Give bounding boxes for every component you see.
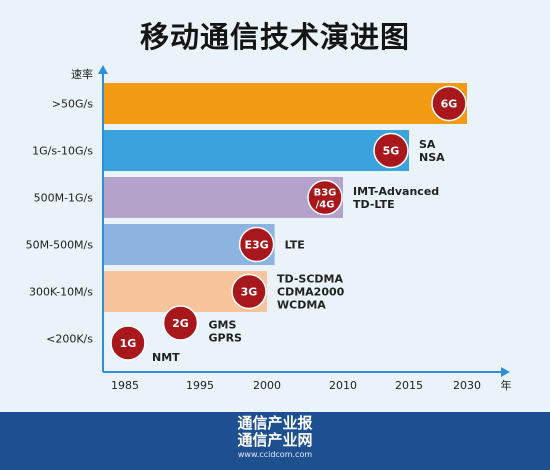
x-axis-label: 年	[501, 378, 512, 392]
generation-2g-label: 2G	[172, 317, 189, 330]
x-tick-label: 2000	[253, 379, 281, 392]
generation-b3g-4g-note: IMT-Advanced	[353, 185, 439, 198]
y-category-label: >50G/s	[52, 98, 93, 111]
generation-5g-note: NSA	[419, 151, 445, 164]
y-category-label: <200K/s	[46, 333, 93, 346]
bar-5g	[104, 130, 409, 171]
generation-e3g-note: LTE	[285, 239, 305, 252]
generation-3g-note: WCDMA	[277, 299, 326, 312]
x-axis-arrow	[501, 367, 510, 377]
x-tick-label: 1995	[186, 379, 214, 392]
generation-1g-label: 1G	[120, 337, 137, 350]
generation-5g-note: SA	[419, 138, 436, 151]
generation-5g-circle	[373, 132, 409, 169]
generation-e3g-circle	[238, 226, 275, 263]
generation-6g-circle	[431, 85, 467, 122]
bar-6g	[104, 83, 467, 124]
x-tick-label: 2010	[329, 379, 357, 392]
y-axis-label: 速率	[71, 67, 93, 81]
generation-6g-label: 6G	[441, 98, 458, 111]
generation-5g-label: 5G	[383, 145, 400, 158]
generation-b3g-4g-circle	[307, 179, 343, 216]
generation-3g-note: TD-SCDMA	[277, 273, 343, 286]
generation-2g-circle	[162, 305, 199, 341]
generation-1g-circle	[110, 325, 146, 361]
generation-3g-label: 3G	[241, 286, 258, 299]
y-category-label: 500M-1G/s	[34, 192, 94, 205]
footer-name-2: 通信产业网	[237, 431, 313, 449]
evolution-chart: 速率年 1985 1995 2000 2010 2015 2030 >50G/s 6G 1G/s-…	[26, 65, 512, 392]
bar-b3g-4g	[104, 177, 343, 218]
y-axis-arrow	[98, 65, 108, 74]
generation-3g-circle	[231, 273, 267, 310]
footer-name-1: 通信产业报	[237, 414, 313, 432]
generation-e3g-label: E3G	[244, 239, 268, 252]
y-category-label: 1G/s-10G/s	[32, 145, 93, 158]
generation-b3g-4g-label: B3G	[314, 188, 337, 199]
generation-1g-note: NMT	[152, 351, 180, 364]
generation-b3g-4g-note: TD-LTE	[353, 198, 395, 211]
y-category-label: 50M-500M/s	[26, 239, 94, 252]
y-category-label: 300K-10M/s	[29, 286, 93, 299]
footer-url: www.ccidcom.com	[237, 450, 313, 459]
generation-3g-note: CDMA2000	[277, 286, 345, 299]
chart-title: 移动通信技术演进图	[139, 20, 410, 54]
footer-banner: 通信产业报 通信产业网 www.ccidcom.com	[0, 412, 550, 470]
generation-b3g-4g-label: /4G	[316, 200, 335, 211]
x-tick-label: 2015	[395, 379, 423, 392]
x-tick-label: 1985	[111, 379, 139, 392]
generation-2g-note: GPRS	[209, 332, 243, 345]
x-tick-label: 2030	[453, 379, 481, 392]
generation-2g-note: GMS	[209, 319, 237, 332]
